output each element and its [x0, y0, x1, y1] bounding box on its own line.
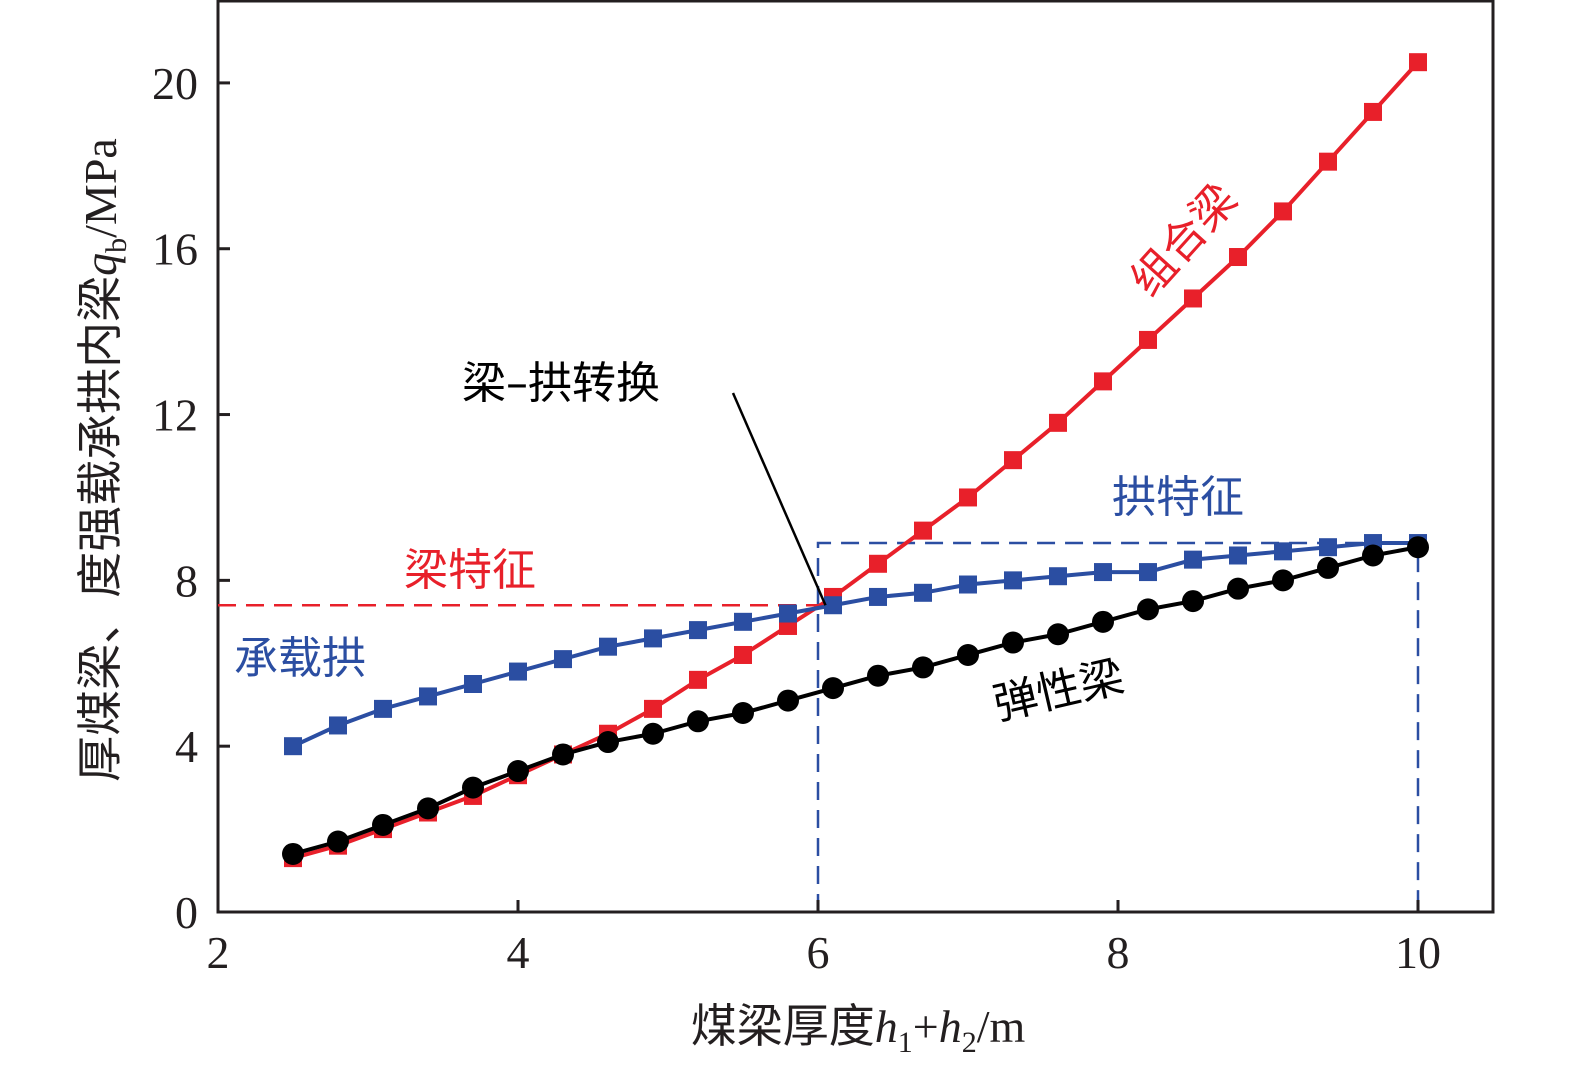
data-point	[642, 722, 664, 745]
y-axis-title: 厚煤梁、度强载承拱内梁qb/MPa	[75, 138, 133, 782]
data-point	[464, 675, 482, 693]
label-beam-feature: 梁特征	[404, 545, 536, 596]
data-point	[1319, 152, 1337, 171]
data-point	[1317, 556, 1339, 579]
data-point	[1139, 563, 1157, 582]
data-point	[959, 488, 977, 507]
label-arch-feature: 拱特征	[1112, 472, 1244, 523]
data-point	[644, 699, 662, 718]
data-point	[1274, 202, 1292, 221]
data-point	[959, 575, 977, 594]
data-point	[777, 689, 799, 712]
data-point	[1049, 413, 1067, 432]
data-point	[552, 743, 574, 766]
data-point	[1049, 567, 1067, 586]
x-tick-label: 6	[807, 927, 830, 978]
data-point	[1319, 538, 1337, 557]
data-point	[1182, 590, 1204, 613]
data-point	[732, 702, 754, 725]
data-point	[329, 716, 347, 735]
data-point	[1139, 330, 1157, 349]
data-point	[327, 830, 349, 853]
data-point	[462, 776, 484, 799]
data-point	[1002, 631, 1024, 654]
data-point	[689, 670, 707, 689]
data-point	[282, 842, 304, 865]
data-point	[1184, 550, 1202, 569]
data-point	[1184, 289, 1202, 308]
data-point	[1004, 451, 1022, 470]
reference-lines	[218, 541, 1420, 912]
data-point	[957, 643, 979, 666]
data-point	[1004, 571, 1022, 590]
x-tick-label: 8	[1107, 927, 1130, 978]
data-point	[869, 554, 887, 573]
data-point	[1407, 536, 1429, 559]
data-point	[1272, 569, 1294, 592]
x-tick-label: 10	[1395, 927, 1441, 978]
data-point	[779, 604, 797, 623]
data-point	[1409, 53, 1427, 72]
data-point	[869, 587, 887, 606]
transition-pointer-line	[731, 392, 827, 606]
data-point	[689, 621, 707, 640]
data-point	[1364, 102, 1382, 121]
data-point	[1229, 248, 1247, 267]
data-point	[914, 583, 932, 602]
data-point	[554, 650, 572, 669]
data-point	[599, 637, 617, 656]
series-group	[282, 53, 1429, 868]
label-load-arch: 承载拱	[234, 633, 366, 684]
data-point	[509, 662, 527, 681]
x-tick-label: 2	[207, 927, 230, 978]
data-point	[374, 699, 392, 718]
data-point	[1227, 577, 1249, 600]
x-axis-title: 煤梁厚度h1+h2/m	[691, 1001, 1026, 1059]
y-tick-label: 0	[175, 887, 198, 938]
data-point	[734, 612, 752, 631]
series-2	[282, 536, 1429, 865]
label-transition: 梁–拱转换	[462, 358, 660, 409]
data-point	[597, 731, 619, 754]
data-point	[1274, 542, 1292, 561]
y-tick-label: 8	[175, 555, 198, 606]
data-point	[822, 677, 844, 700]
data-point	[867, 664, 889, 687]
label-combo-beam: 组合梁	[1121, 174, 1247, 306]
data-point	[644, 629, 662, 648]
data-point	[1137, 598, 1159, 621]
series-line	[292, 60, 1420, 861]
data-point	[417, 797, 439, 820]
y-tick-label: 20	[152, 58, 198, 109]
ticks: 2 4 6 8 10 0 4 8 12 16 20	[152, 58, 1441, 978]
data-point	[914, 521, 932, 540]
series-0	[284, 53, 1427, 868]
data-point	[687, 710, 709, 733]
x-tick-label: 4	[507, 927, 530, 978]
y-tick-label: 4	[175, 721, 198, 772]
label-elastic-beam: 弹性梁	[989, 651, 1129, 730]
data-point	[419, 687, 437, 706]
plot-frame	[216, 0, 1495, 914]
data-point	[1094, 563, 1112, 582]
y-tick-label: 16	[152, 224, 198, 275]
data-point	[1229, 546, 1247, 565]
data-point	[372, 813, 394, 836]
data-point	[284, 737, 302, 756]
data-point	[1094, 372, 1112, 391]
data-point	[734, 645, 752, 664]
y-tick-label: 12	[152, 390, 198, 441]
arch-feature-dashed-box	[816, 541, 1420, 912]
data-point	[1047, 623, 1069, 646]
data-point	[912, 656, 934, 679]
data-point	[1092, 610, 1114, 633]
data-point	[507, 760, 529, 783]
plot-area	[216, 0, 1495, 914]
data-point	[824, 596, 842, 615]
data-point	[1362, 544, 1384, 567]
